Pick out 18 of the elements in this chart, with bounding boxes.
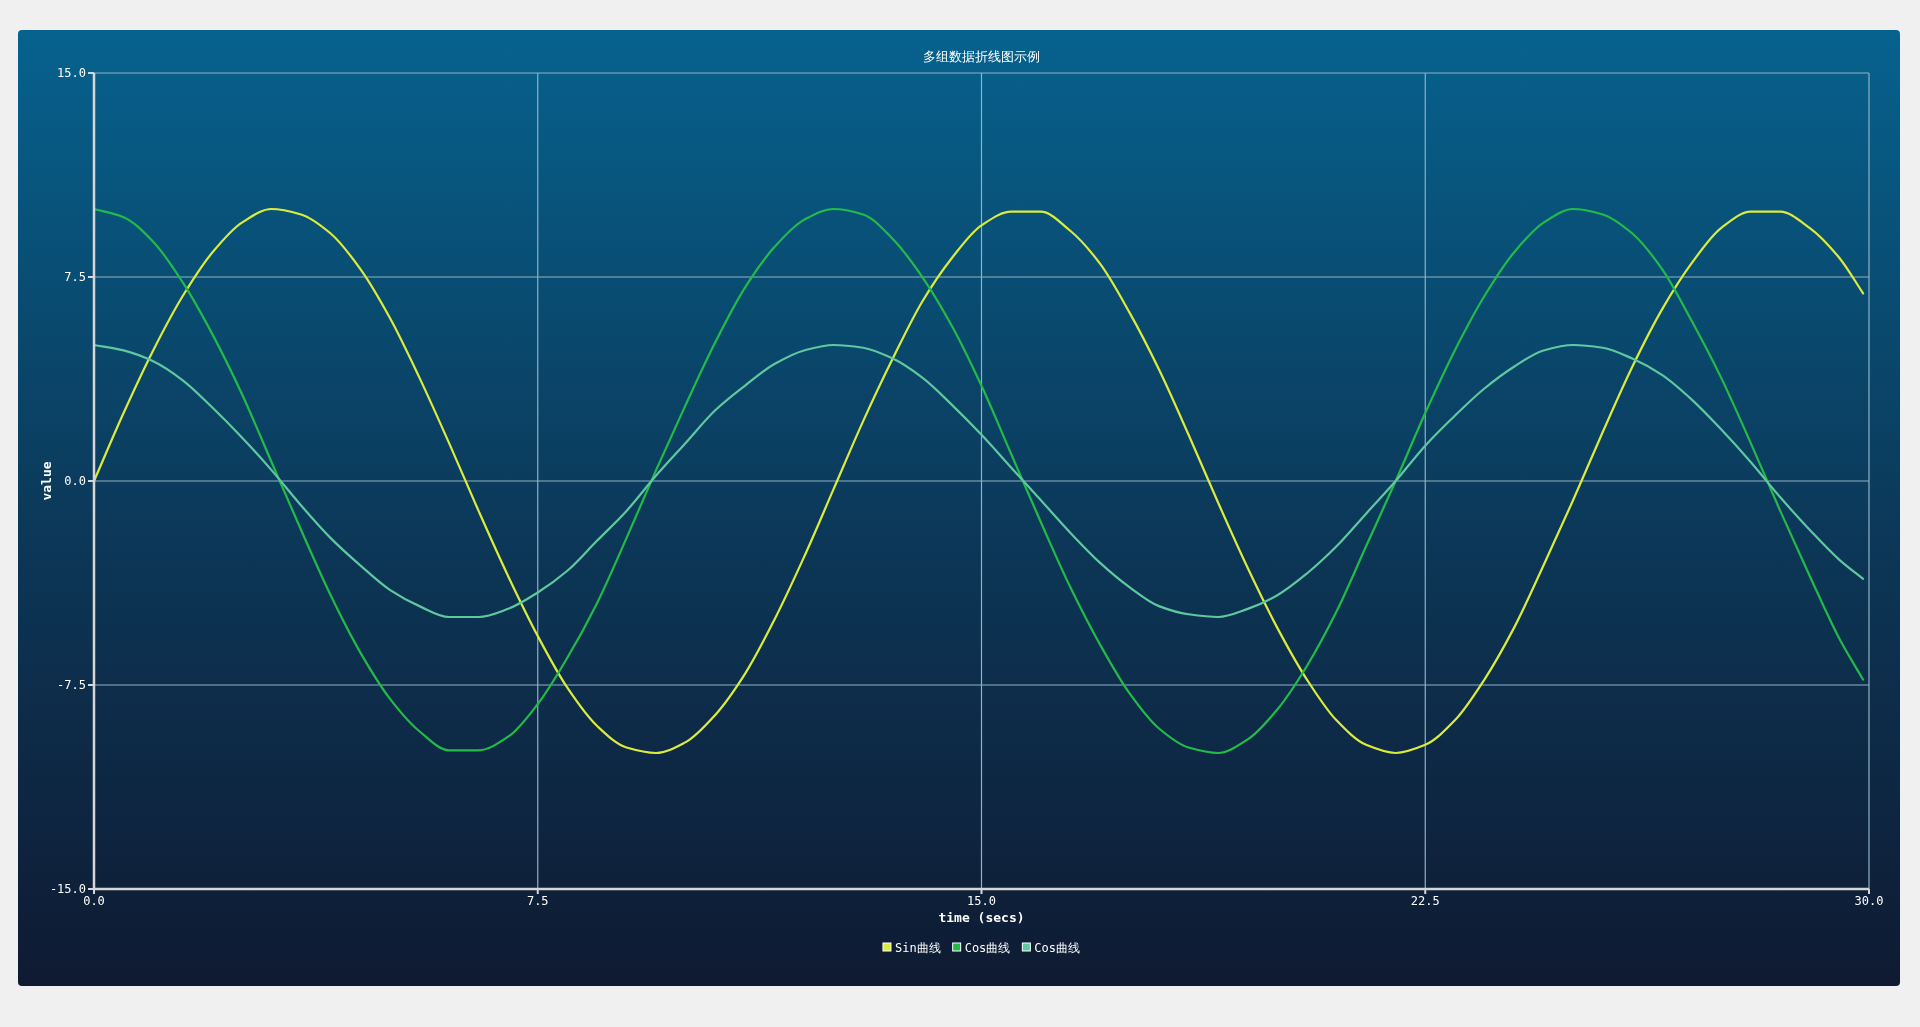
line-series xyxy=(92,343,1865,619)
x-tick-label: 0.0 xyxy=(83,894,105,908)
y-axis-title: value xyxy=(39,461,54,501)
x-axis-title: time (secs) xyxy=(938,910,1025,925)
x-tick-label: 22.5 xyxy=(1410,894,1440,908)
y-tick-label: 7.5 xyxy=(64,270,86,284)
legend-label: Cos曲线 xyxy=(1034,941,1081,955)
legend-label: Sin曲线 xyxy=(894,941,941,955)
x-tick-label: 7.5 xyxy=(526,894,549,908)
legend-label: Cos曲线 xyxy=(964,941,1011,955)
y-tick-label: -7.5 xyxy=(57,678,86,692)
line-series xyxy=(92,207,1865,755)
chart-title: 多组数据折线图示例 xyxy=(923,49,1040,64)
y-tick-label: 0.0 xyxy=(64,474,86,488)
y-tick-label: -15.0 xyxy=(49,882,86,896)
x-tick-label: 15.0 xyxy=(967,894,996,908)
y-tick-label: 15.0 xyxy=(57,66,86,80)
x-tick-label: 30.0 xyxy=(1854,894,1884,908)
